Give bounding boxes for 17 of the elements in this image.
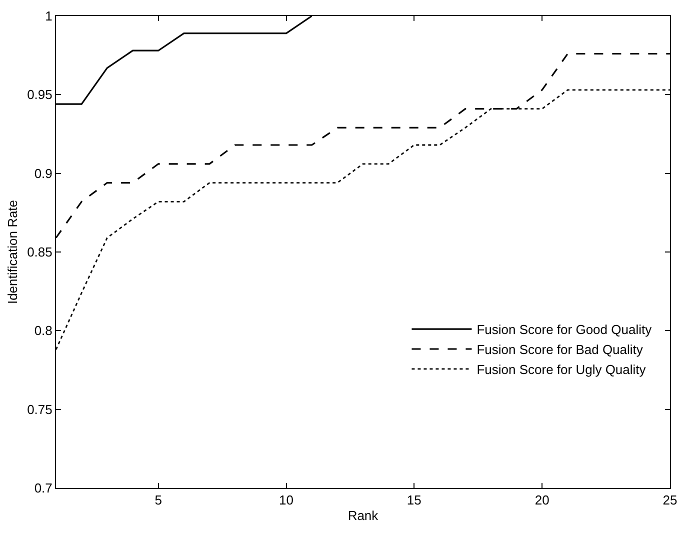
y-tick-label: 0.8 (34, 323, 52, 338)
x-tick-label: 20 (534, 492, 550, 508)
legend-label: Fusion Score for Ugly Quality (476, 362, 646, 377)
y-tick-label: 0.85 (27, 244, 52, 260)
x-tick-label: 15 (406, 492, 422, 508)
x-tick-label: 25 (662, 492, 678, 508)
x-tick-label: 5 (154, 492, 162, 508)
y-tick-label: 0.9 (34, 166, 52, 181)
x-axis-title: Rank (348, 508, 379, 524)
y-tick-label: 0.75 (27, 402, 52, 417)
y-axis-title: Identification Rate (5, 200, 20, 304)
x-tick-label: 10 (279, 492, 294, 508)
legend-label: Fusion Score for Good Quality (476, 322, 652, 338)
y-tick-label: 0.7 (34, 480, 52, 496)
y-tick-label: 0.95 (27, 87, 52, 102)
y-tick-label: 1 (45, 8, 52, 24)
legend-label: Fusion Score for Bad Quality (476, 342, 644, 358)
